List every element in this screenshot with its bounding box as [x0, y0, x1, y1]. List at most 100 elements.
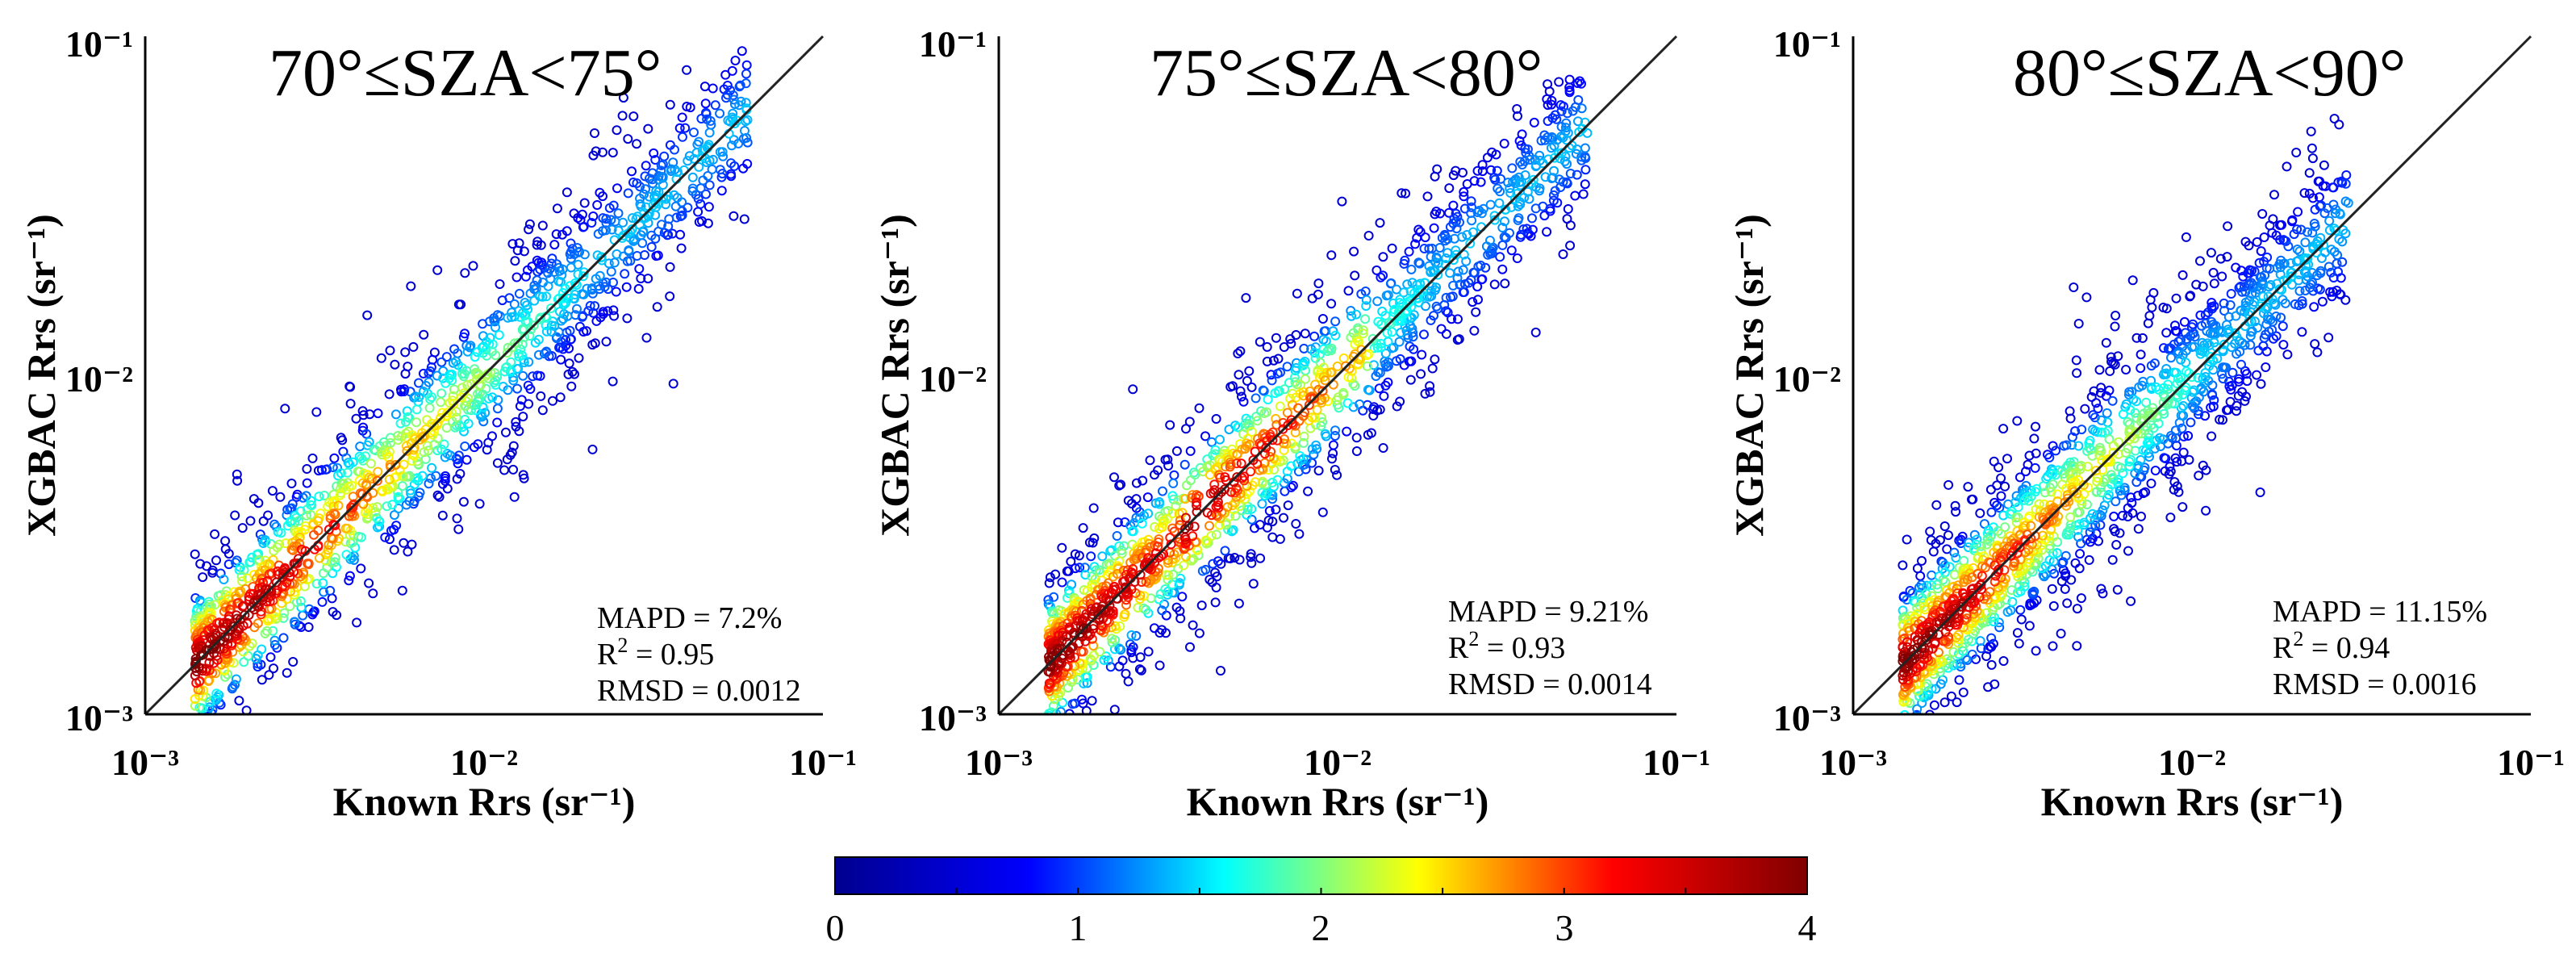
one-to-one-line — [1852, 35, 2532, 716]
scatter-point — [2184, 454, 2194, 465]
scatter-point — [2147, 302, 2157, 312]
scatter-point — [1383, 377, 1393, 387]
scatter-point — [2279, 258, 2290, 269]
scatter-point — [495, 279, 505, 289]
scatter-point — [1307, 444, 1317, 454]
scatter-point — [1994, 564, 2004, 575]
scatter-point — [2072, 368, 2082, 379]
scatter-point — [1461, 256, 1472, 266]
scatter-point — [493, 395, 503, 405]
scatter-point — [1188, 620, 1198, 630]
scatter-point — [344, 511, 354, 521]
scatter-point — [687, 183, 698, 194]
scatter-point — [1255, 553, 1266, 563]
scatter-point — [1898, 560, 1908, 571]
scatter-point — [741, 78, 751, 89]
scatter-point — [532, 240, 542, 250]
scatter-point — [2256, 379, 2266, 389]
scatter-point — [318, 578, 328, 588]
scatter-point — [1457, 232, 1468, 242]
scatter-point — [1476, 274, 1487, 285]
scatter-point — [2319, 208, 2330, 219]
scatter-point — [1208, 559, 1218, 569]
stat-r2-sup: 2 — [2293, 627, 2303, 651]
scatter-point — [492, 417, 503, 428]
scatter-point — [1394, 310, 1405, 320]
scatter-point — [2331, 225, 2341, 236]
stat-r2-prefix: R — [597, 638, 618, 671]
scatter-point — [322, 464, 332, 475]
y-tick-label: 10⁻¹ — [919, 23, 987, 65]
scatter-point — [1250, 523, 1259, 533]
scatter-point — [491, 350, 501, 361]
scatter-point — [1413, 297, 1424, 308]
scatter-point — [1405, 374, 1416, 385]
scatter-point — [661, 199, 671, 210]
scatter-point — [1046, 707, 1057, 714]
colorbar-tick-label: 4 — [1798, 907, 1817, 948]
scatter-point — [1197, 566, 1208, 576]
scatter-point — [1046, 730, 1054, 738]
scatter-point — [393, 435, 403, 446]
scatter-point — [1419, 329, 1429, 340]
scatter-point — [232, 469, 242, 479]
scatter-point — [2232, 406, 2241, 416]
scatter-point — [214, 859, 222, 867]
scatter-point — [253, 549, 264, 559]
scatter-point — [2290, 299, 2300, 309]
scatter-point — [2000, 481, 2010, 492]
scatter-point — [1939, 619, 1949, 630]
stat-mapd: MAPD = 11.15% — [2273, 595, 2487, 629]
x-axis-label: Known Rrs (sr⁻¹) — [333, 779, 636, 824]
scatter-point — [1899, 709, 1910, 714]
scatter-point — [608, 200, 619, 211]
scatter-point — [1078, 523, 1088, 533]
scatter-point — [1530, 327, 1541, 337]
scatter-point — [1047, 718, 1055, 726]
scatter-point — [1288, 480, 1298, 491]
scatter-point — [1369, 343, 1380, 354]
scatter-point — [2020, 536, 2031, 546]
scatter-point — [222, 652, 232, 663]
scatter-point — [1440, 236, 1451, 246]
scatter-point — [1275, 401, 1285, 412]
scatter-point — [1985, 531, 1996, 542]
scatter-point — [1271, 333, 1281, 343]
scatter-point — [1967, 494, 1977, 504]
scatter-point — [1906, 732, 1914, 740]
scatter-point — [1919, 719, 1927, 727]
scatter-point — [504, 293, 515, 303]
scatter-point — [1473, 261, 1484, 272]
scatter-point — [1056, 742, 1064, 750]
scatter-point — [373, 466, 383, 477]
scatter-point — [536, 260, 547, 270]
scatter-point — [1093, 609, 1104, 620]
scatter-point — [632, 251, 642, 261]
scatter-point — [1262, 356, 1272, 366]
scatter-point — [587, 288, 598, 299]
scatter-point — [1292, 379, 1302, 390]
scatter-point — [2218, 362, 2227, 373]
scatter-point — [1045, 601, 1055, 612]
y-tick-label: 10⁻¹ — [1773, 23, 1841, 65]
scatter-point — [2195, 256, 2205, 266]
scatter-point — [523, 380, 533, 391]
scatter-point — [335, 490, 345, 500]
scatter-point — [470, 352, 480, 362]
scatter-point — [1980, 563, 1990, 573]
scatter-point — [2088, 410, 2098, 420]
scatter-point — [1280, 384, 1290, 395]
scatter-point — [729, 119, 740, 128]
scatter-point — [1267, 477, 1278, 487]
scatter-point — [1123, 676, 1134, 687]
scatter-point — [515, 401, 525, 412]
scatter-point — [261, 625, 272, 636]
scatter-point — [1161, 570, 1171, 580]
scatter-point — [1578, 189, 1589, 199]
scatter-point — [1427, 282, 1438, 292]
scatter-point — [2307, 143, 2317, 153]
scatter-point — [643, 123, 653, 134]
scatter-point — [2292, 224, 2303, 235]
scatter-point — [1282, 408, 1292, 418]
scatter-point — [1171, 500, 1181, 511]
